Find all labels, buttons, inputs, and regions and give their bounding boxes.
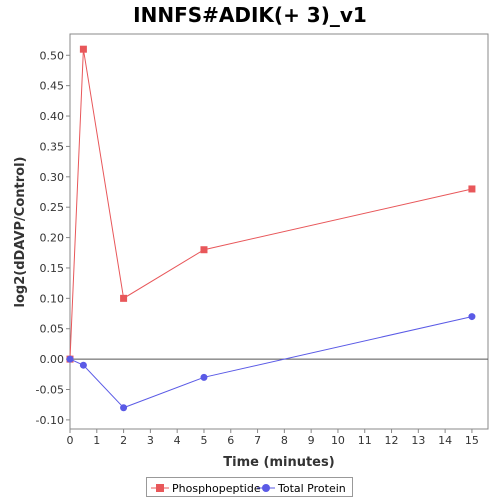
y-tick-label: 0.10 [40,292,65,305]
x-tick-label: 5 [200,434,207,447]
y-axis: -0.10 -0.05 0.00 0.05 0.10 0.15 0.20 0.25 0.30 0.… [36,49,70,427]
square-marker-icon [151,484,169,492]
x-tick-label: 10 [331,434,345,447]
x-tick-label: 0 [67,434,74,447]
y-axis-label: log2(dDAVP/Control) [13,157,28,308]
y-tick-label: 0.05 [40,323,65,336]
y-tick-label: 0.30 [40,171,65,184]
x-tick-label: 8 [281,434,288,447]
x-tick-label: 14 [438,434,452,447]
y-tick-label: 0.35 [40,140,65,153]
y-tick-label: -0.10 [36,414,64,427]
data-point-phosphopeptide [79,45,87,53]
data-point-total-protein [120,404,128,412]
y-tick-label: 0.40 [40,110,65,123]
x-tick-label: 1 [93,434,100,447]
x-tick-label: 3 [147,434,154,447]
y-tick-label: 0.20 [40,232,65,245]
legend-item-phosphopeptide: Phosphopeptide [151,480,261,496]
x-tick-label: 2 [120,434,127,447]
x-tick-label: 7 [254,434,261,447]
legend-label-phosphopeptide: Phosphopeptide [172,481,261,495]
data-point-total-protein [468,313,476,321]
x-tick-label: 4 [174,434,181,447]
circle-marker-icon [257,484,275,492]
y-tick-label: 0.50 [40,49,65,62]
legend-label-total-protein: Total Protein [278,481,346,495]
y-tick-label: 0.45 [40,80,65,93]
x-axis-label: Time (minutes) [223,455,334,470]
legend-item-total-protein: Total Protein [257,480,346,496]
data-point-total-protein [200,373,208,381]
x-tick-label: 9 [308,434,315,447]
plot-area [69,33,489,430]
y-tick-label: 0.00 [40,353,65,366]
data-point-phosphopeptide [468,185,476,193]
series-layer [66,45,488,412]
x-tick-label: 11 [358,434,372,447]
x-tick-label: 13 [411,434,425,447]
y-tick-label: 0.25 [40,201,65,214]
data-point-phosphopeptide [200,246,208,254]
legend: Phosphopeptide Total Protein [146,477,353,497]
data-point-total-protein [79,361,87,369]
data-point-phosphopeptide [120,294,128,302]
x-tick-label: 15 [465,434,479,447]
x-tick-label: 6 [227,434,234,447]
data-point-total-protein [66,355,74,363]
x-axis: 0 1 2 3 4 5 6 7 8 9 10 11 12 13 14 15 [67,429,479,447]
x-tick-label: 12 [385,434,399,447]
chart-title: INNFS#ADIK(+ 3)_v1 [133,3,367,27]
y-tick-label: 0.15 [40,262,65,275]
y-tick-label: -0.05 [36,384,64,397]
